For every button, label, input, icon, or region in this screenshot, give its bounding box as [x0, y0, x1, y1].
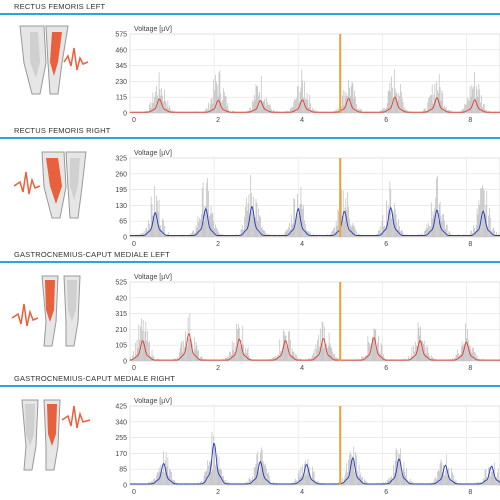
emg-envelope-line	[130, 206, 500, 236]
calf-back-left-muscle-icon	[8, 266, 94, 352]
y-tick-label: 210	[115, 327, 127, 334]
panel-divider	[0, 261, 500, 263]
y-tick-label: 0	[123, 483, 127, 490]
plot-area	[129, 33, 500, 114]
y-tick-label: 340	[115, 419, 127, 426]
x-tick-label: 0	[132, 365, 136, 372]
panel-gastrocnemius-left: GASTROCNEMIUS-CAPUT MEDIALE LEFT 0 105 210…	[0, 248, 500, 372]
y-axis-label: Voltage [µV]	[134, 150, 172, 157]
x-tick-label: 0	[132, 241, 136, 248]
x-tick-label: 6	[384, 365, 388, 372]
panel-title: RECTUS FEMORIS RIGHT	[14, 126, 111, 135]
emg-chart-gastrocnemius-left: 0 105 210 315 420 525 0 2 4 6 8 Voltage [µV]	[100, 264, 500, 372]
x-tick-label: 8	[468, 365, 472, 372]
emg-chart-rectus-femoris-right: 0 65 130 195 260 325 0 2 4 6 8 Voltage [µV]	[100, 140, 500, 248]
x-tick-label: 0	[132, 489, 136, 496]
y-axis-label: Voltage [µV]	[134, 274, 172, 281]
x-tick-label: 4	[300, 241, 304, 248]
panel-rectus-femoris-left: RECTUS FEMORIS LEFT 0 115 230 345 460 575 0 2 4 6…	[0, 0, 500, 124]
panel-divider	[0, 385, 500, 387]
x-tick-label: 2	[216, 365, 220, 372]
x-tick-label: 6	[384, 489, 388, 496]
emg-envelope-line	[130, 96, 500, 113]
chart-svg: 0 85 170 255 340 425 0 2 4 6 8 Voltage [µV]	[115, 398, 500, 496]
chart-svg: 0 115 230 345 460 575 0 2 4 6 8 Voltage [µV]	[115, 26, 500, 124]
y-tick-label: 525	[115, 280, 127, 287]
plot-area	[129, 405, 500, 486]
y-tick-label: 65	[119, 219, 127, 226]
x-tick-label: 2	[216, 117, 220, 124]
y-tick-label: 315	[115, 311, 127, 318]
y-tick-label: 195	[115, 187, 127, 194]
x-tick-label: 2	[216, 241, 220, 248]
chart-svg: 0 105 210 315 420 525 0 2 4 6 8 Voltage [µV]	[115, 274, 500, 372]
y-tick-label: 0	[123, 235, 127, 242]
x-tick-label: 8	[468, 241, 472, 248]
y-tick-label: 105	[115, 343, 127, 350]
y-tick-label: 0	[123, 359, 127, 366]
emg-envelope-line	[130, 443, 500, 485]
y-tick-label: 255	[115, 435, 127, 442]
y-tick-label: 420	[115, 295, 127, 302]
x-tick-label: 4	[300, 489, 304, 496]
panel-title: GASTROCNEMIUS-CAPUT MEDIALE RIGHT	[14, 374, 176, 383]
y-tick-label: 425	[115, 404, 127, 411]
thigh-front-right-muscle-icon	[8, 142, 94, 228]
panel-gastrocnemius-right: GASTROCNEMIUS-CAPUT MEDIALE RIGHT 0 85 170…	[0, 372, 500, 496]
y-tick-label: 345	[115, 63, 127, 70]
y-tick-label: 460	[115, 47, 127, 54]
y-tick-label: 115	[116, 95, 127, 102]
x-tick-label: 6	[384, 241, 388, 248]
panel-title: RECTUS FEMORIS LEFT	[14, 2, 106, 11]
panel-divider	[0, 137, 500, 139]
y-tick-label: 230	[115, 79, 127, 86]
panel-rectus-femoris-right: RECTUS FEMORIS RIGHT 0 65 130 195 260 325 0 2 4 6…	[0, 124, 500, 248]
emg-chart-gastrocnemius-right: 0 85 170 255 340 425 0 2 4 6 8 Voltage [µV]	[100, 388, 500, 496]
x-tick-label: 4	[300, 117, 304, 124]
emg-envelope-line	[129, 332, 500, 361]
x-tick-label: 8	[468, 117, 472, 124]
y-tick-label: 575	[115, 32, 127, 39]
x-tick-label: 8	[468, 489, 472, 496]
calf-back-right-muscle-icon	[8, 390, 94, 476]
y-axis-label: Voltage [µV]	[134, 398, 172, 405]
panel-divider	[0, 13, 500, 15]
thigh-front-left-muscle-icon	[8, 18, 94, 104]
chart-svg: 0 65 130 195 260 325 0 2 4 6 8 Voltage [µV]	[115, 150, 500, 248]
y-tick-label: 170	[115, 451, 127, 458]
emg-chart-rectus-femoris-left: 0 115 230 345 460 575 0 2 4 6 8 Voltage [µV]	[100, 16, 500, 124]
y-axis-label: Voltage [µV]	[134, 26, 172, 33]
x-tick-label: 0	[132, 117, 136, 124]
y-tick-label: 325	[115, 156, 127, 163]
y-tick-label: 85	[119, 467, 127, 474]
y-tick-label: 0	[123, 111, 127, 118]
y-tick-label: 130	[115, 203, 127, 210]
x-tick-label: 4	[300, 365, 304, 372]
x-tick-label: 6	[384, 117, 388, 124]
y-tick-label: 260	[115, 171, 127, 178]
x-tick-label: 2	[216, 489, 220, 496]
panel-title: GASTROCNEMIUS-CAPUT MEDIALE LEFT	[14, 250, 170, 259]
